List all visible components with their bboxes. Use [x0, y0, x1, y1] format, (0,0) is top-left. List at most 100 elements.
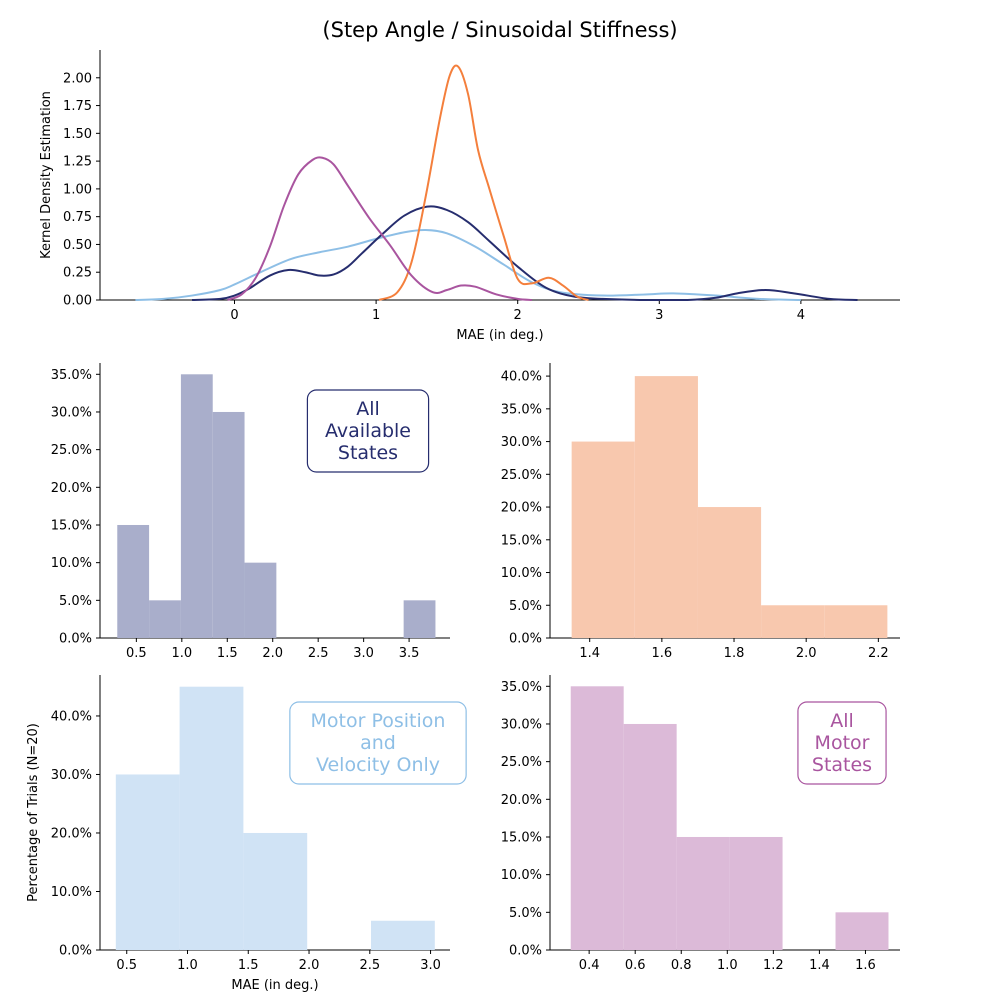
- y-tick-label: 20.0%: [51, 826, 92, 841]
- y-axis-label: Percentage of Trials (N=20): [26, 723, 41, 902]
- series-label-line: Velocity Only: [316, 754, 440, 776]
- series-label-line: All: [830, 710, 854, 732]
- series-label-box: [289, 701, 467, 785]
- y-tick-label: 30.0%: [51, 768, 92, 783]
- y-tick-label: 2.00: [63, 71, 92, 86]
- histogram-bar: [571, 441, 635, 638]
- series-label-line: Available: [325, 420, 411, 442]
- y-tick-label: 20.0%: [501, 793, 542, 808]
- histogram-bar: [212, 411, 245, 638]
- x-axis-label: MAE (in deg.): [231, 978, 318, 993]
- y-tick-label: 40.0%: [501, 370, 542, 385]
- x-tick-label: 0.8: [671, 958, 692, 973]
- histogram-motor-position-velocity: 0.5 1.0 1.5 2.0 2.5 3.0 0.0% 10.0% 20.0% 30.0% 40.…: [26, 675, 467, 993]
- x-tick-label: 1.6: [855, 958, 876, 973]
- histogram-bar: [634, 376, 698, 638]
- histogram-bar: [676, 836, 730, 950]
- histogram-bar: [371, 920, 435, 950]
- y-tick-label: 15.0%: [501, 533, 542, 548]
- y-tick-label: 0.25: [63, 266, 92, 281]
- y-tick-label: 0.75: [63, 210, 92, 225]
- x-tick-label: 1.2: [763, 958, 784, 973]
- y-tick-label: 10.0%: [501, 566, 542, 581]
- x-tick-label: 3.0: [353, 646, 374, 661]
- histogram-bar: [117, 524, 150, 638]
- x-tick-label: 1.0: [171, 646, 192, 661]
- x-tick-label: 1.6: [652, 646, 673, 661]
- histogram-bar: [243, 832, 308, 950]
- histogram-all-motor-states: 0.4 0.6 0.8 1.0 1.2 1.4 1.6 0.0% 5.0% 10.0% 15.0% 2…: [501, 675, 900, 973]
- y-tick-label: 25.0%: [501, 468, 542, 483]
- kde-series-line: [191, 205, 858, 302]
- histogram-bar: [115, 774, 180, 950]
- series-label-line: States: [812, 754, 872, 776]
- kde-series-line: [227, 156, 532, 301]
- histogram-bar: [179, 686, 244, 950]
- y-tick-label: 10.0%: [51, 885, 92, 900]
- x-tick-label: 1.0: [177, 958, 198, 973]
- y-tick-label: 1.50: [63, 127, 92, 142]
- x-tick-label: 2.2: [868, 646, 889, 661]
- series-label-line: Motor Position: [311, 710, 446, 732]
- histogram-bar: [149, 600, 181, 638]
- x-tick-label: 3.5: [399, 646, 420, 661]
- y-tick-label: 15.0%: [501, 830, 542, 845]
- y-tick-label: 1.25: [63, 155, 92, 170]
- x-tick-label: 1.5: [238, 958, 259, 973]
- series-label-line: All: [356, 398, 380, 420]
- y-tick-label: 35.0%: [501, 402, 542, 417]
- x-tick-label: 1.5: [217, 646, 238, 661]
- histogram-bar: [835, 912, 889, 950]
- histogram-bar: [623, 723, 677, 950]
- x-tick-label: 2.0: [262, 646, 283, 661]
- y-tick-label: 0.00: [63, 294, 92, 309]
- histogram-bar: [697, 507, 762, 638]
- x-tick-label: 1.0: [717, 958, 738, 973]
- histogram-orange: 1.4 1.6 1.8 2.0 2.2 0.0% 5.0% 10.0% 15.0% 20.0% 25…: [501, 363, 900, 661]
- x-tick-label: 0.4: [579, 958, 600, 973]
- y-tick-label: 25.0%: [501, 755, 542, 770]
- histogram-bar: [824, 605, 888, 638]
- x-tick-label: 3.0: [420, 958, 441, 973]
- x-tick-label: 2.5: [359, 958, 380, 973]
- y-tick-label: 0.0%: [509, 632, 542, 647]
- x-tick-label: 1.4: [809, 958, 830, 973]
- y-tick-label: 5.0%: [509, 906, 542, 921]
- y-tick-label: 10.0%: [51, 556, 92, 571]
- histogram-bar: [761, 605, 825, 638]
- y-tick-label: 0.0%: [509, 944, 542, 959]
- y-tick-label: 15.0%: [51, 518, 92, 533]
- y-tick-label: 20.0%: [501, 501, 542, 516]
- y-tick-label: 0.0%: [59, 632, 92, 647]
- y-tick-label: 5.0%: [59, 594, 92, 609]
- histogram-bar: [180, 374, 213, 638]
- x-tick-label: 4: [797, 308, 805, 323]
- x-tick-label: 1: [372, 308, 380, 323]
- x-tick-label: 0.5: [116, 958, 137, 973]
- series-label-box: [797, 701, 887, 785]
- y-axis-label: Kernel Density Estimation: [39, 91, 54, 259]
- y-tick-label: 35.0%: [51, 368, 92, 383]
- x-tick-label: 2: [514, 308, 522, 323]
- x-tick-label: 0: [230, 308, 238, 323]
- y-tick-label: 30.0%: [51, 405, 92, 420]
- y-tick-label: 30.0%: [501, 435, 542, 450]
- histogram-bar: [403, 600, 436, 638]
- kde-panel: 0 1 2 3 4 0.00 0.25 0.50 0.75 1.00 1.25 1.50 1.75 2.0…: [39, 50, 900, 343]
- kde-series-line: [135, 228, 801, 301]
- y-tick-label: 35.0%: [501, 680, 542, 695]
- x-axis-label: MAE (in deg.): [456, 328, 543, 343]
- series-label-line: States: [338, 442, 398, 464]
- y-tick-label: 1.75: [63, 99, 92, 114]
- histogram-bar: [244, 562, 277, 638]
- histogram-all-available-states: 0.5 1.0 1.5 2.0 2.5 3.0 3.5 0.0% 5.0% 10.0% 15.0% 2…: [51, 363, 450, 661]
- y-tick-label: 20.0%: [51, 481, 92, 496]
- series-label-line: Motor: [815, 732, 870, 754]
- x-tick-label: 1.4: [579, 646, 600, 661]
- x-tick-label: 1.8: [724, 646, 745, 661]
- x-tick-label: 2.0: [299, 958, 320, 973]
- y-tick-label: 25.0%: [51, 443, 92, 458]
- y-tick-label: 10.0%: [501, 868, 542, 883]
- y-tick-label: 1.00: [63, 182, 92, 197]
